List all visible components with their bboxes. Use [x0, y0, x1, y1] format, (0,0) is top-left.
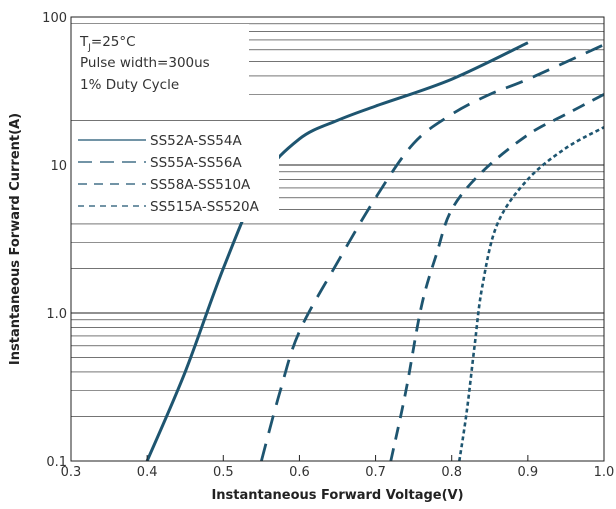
y-tick-label: 0.1: [46, 455, 67, 470]
condition-notes-background: [71, 24, 249, 98]
x-tick-label: 1.0: [594, 465, 615, 480]
x-tick-label: 0.6: [289, 465, 310, 480]
legend-label-2: SS55A-SS56A: [150, 155, 242, 171]
grid-lines: [71, 23, 604, 417]
curves: [145, 41, 605, 462]
x-tick-label: 0.9: [518, 465, 539, 480]
x-tick-label: 0.3: [61, 465, 82, 480]
x-tick-label: 0.8: [441, 465, 462, 480]
condition-temperature-subscript: J: [87, 43, 91, 53]
legend: SS52A-SS54A SS55A-SS56A SS58A-SS510A SS515A…: [78, 133, 260, 215]
series-line-4: [458, 126, 605, 462]
legend-label-4: SS515A-SS520A: [150, 199, 260, 215]
plot-frame: [70, 16, 605, 462]
condition-pulse-width: Pulse width=300us: [80, 55, 210, 71]
legend-label-3: SS58A-SS510A: [150, 177, 251, 193]
y-axis-title: Instantaneous Forward Current(A): [8, 113, 23, 365]
y-tick-label: 10: [50, 159, 67, 174]
x-tick-label: 0.7: [365, 465, 386, 480]
y-tick-label: 100: [42, 11, 67, 26]
condition-temperature: TJ=25°C: [79, 34, 136, 53]
condition-duty-cycle: 1% Duty Cycle: [80, 77, 179, 93]
x-tick-label: 0.4: [137, 465, 158, 480]
axes: 0.3 0.4 0.5 0.6 0.7 0.8 0.9 1.0 0.1 1.0 10 100: [42, 11, 614, 480]
series-line-1: [145, 41, 529, 462]
y-tick-label: 1.0: [46, 307, 67, 322]
legend-label-1: SS52A-SS54A: [150, 133, 242, 149]
series-line-2: [260, 43, 605, 462]
x-axis-title: Instantaneous Forward Voltage(V): [211, 488, 463, 503]
x-tick-label: 0.5: [213, 465, 234, 480]
